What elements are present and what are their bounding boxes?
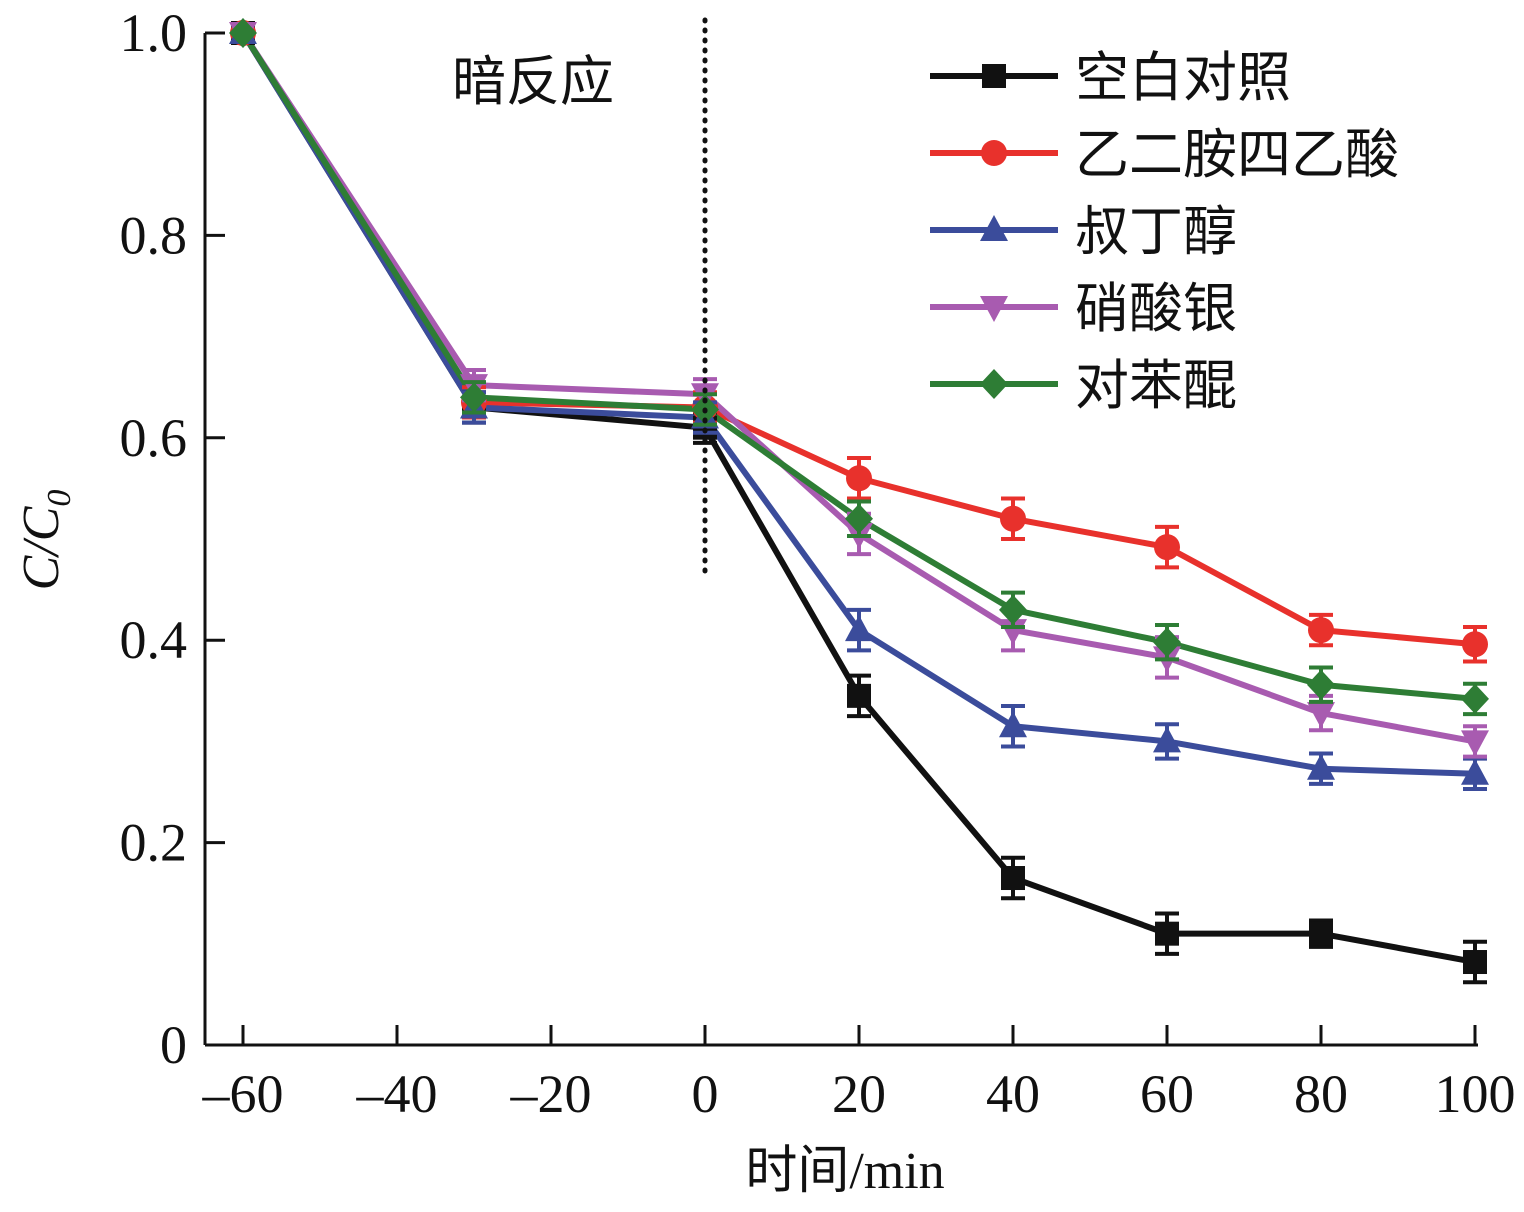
- x-tick-label: 80: [1294, 1064, 1348, 1124]
- data-point: [1308, 617, 1334, 644]
- x-tick-label: 40: [986, 1064, 1040, 1124]
- data-point: [1461, 730, 1489, 757]
- series-line: [240, 31, 1476, 745]
- x-tick-label: –40: [356, 1064, 438, 1124]
- data-point: [1153, 627, 1181, 658]
- data-point: [1153, 726, 1181, 753]
- data-point: [1461, 758, 1489, 785]
- data-point: [229, 18, 257, 48]
- x-axis-title: 时间/min: [745, 1143, 944, 1200]
- y-tick-label: 0.2: [120, 813, 188, 873]
- legend-marker: [980, 215, 1008, 241]
- data-point: [845, 503, 873, 534]
- data-point: [1154, 534, 1180, 561]
- series-lines: [240, 31, 1476, 965]
- data-point: [1309, 921, 1333, 946]
- x-tick-label: –60: [202, 1064, 284, 1124]
- y-tick-label: 0.4: [120, 610, 188, 670]
- data-point: [1461, 683, 1489, 714]
- x-tick-label: 60: [1140, 1064, 1194, 1124]
- tick-marks: [205, 31, 1477, 1047]
- axes: [203, 33, 1478, 1047]
- y-axis-title: C/C0: [13, 490, 78, 591]
- data-point: [1155, 921, 1179, 946]
- data-point: [1001, 866, 1025, 891]
- legend-marker: [980, 369, 1008, 399]
- series-line: [240, 31, 1476, 648]
- legend-label: 叔丁醇: [1075, 202, 1237, 262]
- data-point: [1307, 753, 1335, 780]
- x-tick-label: 100: [1435, 1064, 1516, 1124]
- x-tick-label: –20: [510, 1064, 592, 1124]
- data-point: [999, 594, 1027, 625]
- data-point: [847, 683, 871, 708]
- series-line: [240, 31, 1476, 777]
- data-point: [846, 465, 872, 492]
- dark-reaction-annotation: 暗反应: [452, 52, 614, 112]
- data-point: [1307, 702, 1335, 729]
- data-point: [1307, 669, 1335, 700]
- legend-marker: [982, 64, 1006, 88]
- legend-label: 硝酸银: [1075, 279, 1237, 339]
- y-tick-label: 0.8: [120, 205, 188, 265]
- tick-labels: –60 –40 –20 0 20 40 60 80 100 0 0.2 0.4 0.6 0.8 1.0: [120, 3, 1516, 1124]
- legend-marker: [980, 296, 1008, 322]
- x-tick-label: 0: [692, 1064, 719, 1124]
- data-point: [1462, 631, 1488, 658]
- data-point: [1463, 950, 1487, 975]
- legend-label: 对苯醌: [1075, 356, 1237, 416]
- data-point: [460, 382, 488, 413]
- legend-label: 乙二胺四乙酸: [1075, 125, 1399, 185]
- legend-marker: [981, 140, 1007, 166]
- data-point: [999, 711, 1027, 738]
- x-tick-label: 20: [832, 1064, 886, 1124]
- y-tick-label: 1.0: [120, 3, 188, 63]
- data-point: [845, 615, 873, 642]
- data-point: [1000, 505, 1026, 532]
- y-tick-label: 0.6: [120, 408, 188, 468]
- legend-label: 空白对照: [1075, 48, 1291, 108]
- y-tick-label: 0: [160, 1015, 187, 1075]
- series-line: [240, 31, 1476, 702]
